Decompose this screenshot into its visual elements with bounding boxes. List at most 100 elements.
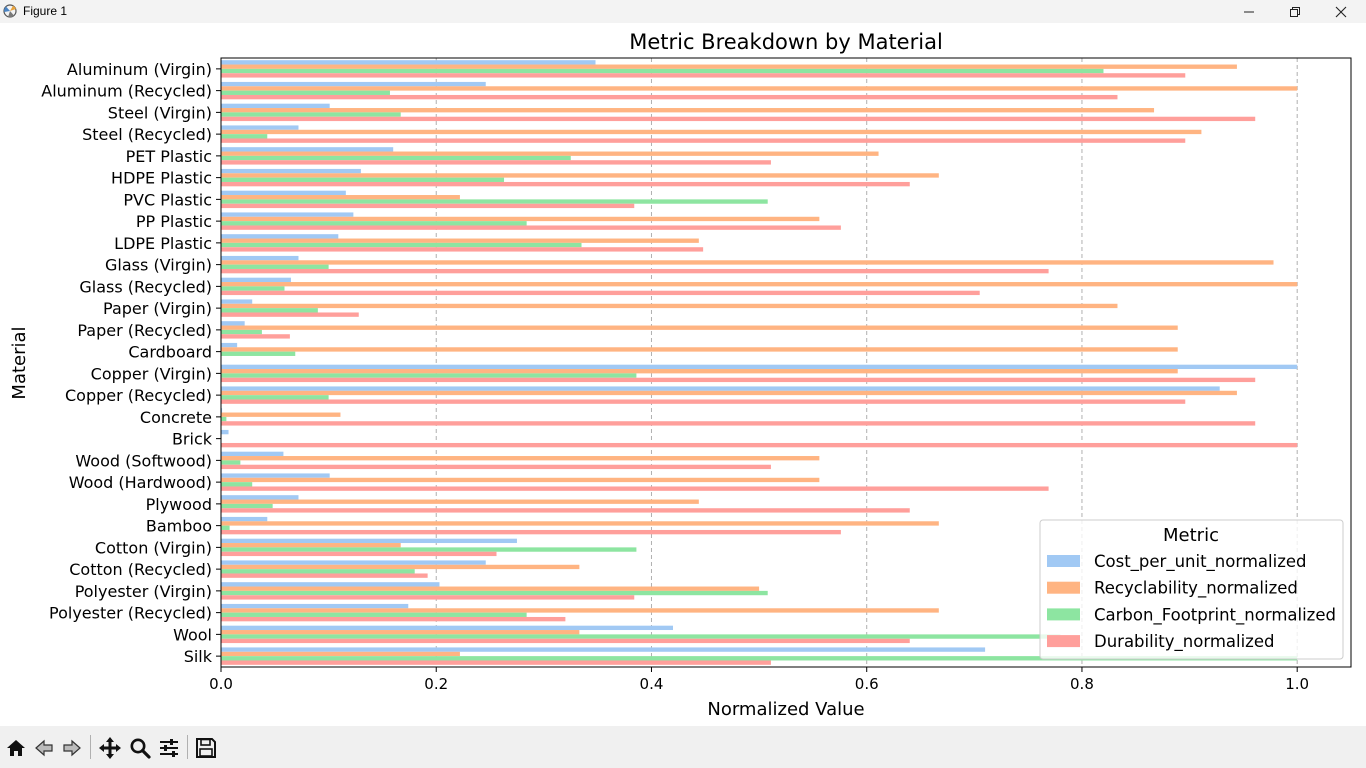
bar <box>221 416 227 422</box>
bar <box>221 630 580 635</box>
x-tick-label: 0.8 <box>1070 675 1094 693</box>
bar <box>221 195 460 200</box>
navigation-toolbar <box>0 726 1366 768</box>
x-tick-label: 0.0 <box>209 675 233 693</box>
bar <box>221 373 637 378</box>
bar <box>221 390 1237 396</box>
legend-swatch <box>1047 635 1080 648</box>
bar <box>221 290 980 296</box>
bar <box>221 151 879 156</box>
y-tick-label: Aluminum (Recycled) <box>41 82 212 101</box>
figure-canvas[interactable]: Aluminum (Virgin) Aluminum (Recycled) Stee… <box>0 23 1366 726</box>
bar <box>221 569 415 574</box>
bar <box>221 456 820 461</box>
x-tick-label: 0.4 <box>640 675 664 693</box>
configure-subplots-button[interactable] <box>156 735 182 761</box>
bar <box>221 495 299 500</box>
bar <box>221 660 771 665</box>
bar <box>221 64 1237 69</box>
chart-title: Metric Breakdown by Material <box>629 30 943 54</box>
pan-button[interactable] <box>97 735 123 761</box>
minimize-button[interactable] <box>1226 0 1272 23</box>
bar <box>221 499 699 504</box>
bar <box>221 347 1178 352</box>
bar <box>221 116 1256 122</box>
bar <box>221 308 318 313</box>
bar <box>221 503 273 509</box>
home-button[interactable] <box>3 735 29 761</box>
bar <box>221 421 1256 426</box>
legend-swatch <box>1047 581 1080 594</box>
bar <box>221 325 1178 330</box>
bar <box>221 112 401 117</box>
bar <box>221 73 1186 78</box>
legend-swatch <box>1047 608 1080 621</box>
y-tick-label: Bamboo <box>146 517 212 536</box>
bar <box>221 264 329 269</box>
bar <box>221 634 1061 639</box>
bar <box>221 386 1220 391</box>
bar <box>221 582 440 587</box>
bar <box>221 351 296 356</box>
y-tick-label: Aluminum (Virgin) <box>67 60 212 79</box>
bar <box>221 429 229 435</box>
bar <box>221 638 910 644</box>
y-tick-label: Copper (Recycled) <box>65 386 212 405</box>
bar <box>221 247 704 252</box>
bar <box>221 312 359 317</box>
y-tick-label: Brick <box>172 430 213 449</box>
bar <box>221 612 527 617</box>
y-tick-label: Cotton (Virgin) <box>95 538 212 557</box>
back-icon <box>35 739 53 757</box>
zoom-button[interactable] <box>127 735 153 761</box>
bar <box>221 529 841 535</box>
bar <box>221 282 1298 287</box>
bar <box>221 608 939 613</box>
bar <box>221 321 245 326</box>
y-tick-label: Concrete <box>140 408 212 427</box>
x-tick-label: 0.2 <box>424 675 448 693</box>
bar <box>221 573 428 578</box>
toolbar-separator <box>187 735 188 759</box>
bar <box>221 108 1155 113</box>
minimize-icon <box>1244 11 1254 12</box>
bar <box>221 212 354 217</box>
y-tick-label: Silk <box>184 647 213 666</box>
bar <box>221 603 409 609</box>
y-tick-label: Steel (Recycled) <box>82 125 212 144</box>
y-tick-label: Paper (Recycled) <box>77 321 212 340</box>
y-axis-label: Material <box>9 326 30 399</box>
bar <box>221 234 339 239</box>
bar <box>221 334 290 339</box>
bar <box>221 486 1049 491</box>
save-button[interactable] <box>193 735 219 761</box>
bar <box>221 94 1118 100</box>
y-tick-label: Steel (Virgin) <box>108 103 212 122</box>
bar <box>221 342 238 348</box>
bar <box>221 521 939 526</box>
bar <box>221 103 330 109</box>
bar <box>221 90 390 95</box>
bar <box>221 412 341 417</box>
bar <box>221 625 673 631</box>
bar <box>221 238 699 243</box>
window-title: Figure 1 <box>23 4 68 18</box>
bar <box>221 86 1298 91</box>
bar <box>221 190 346 196</box>
back-button[interactable] <box>31 735 57 761</box>
y-tick-label: Wool <box>173 625 212 644</box>
bar <box>221 408 223 413</box>
bar <box>221 595 635 600</box>
bar <box>221 199 768 204</box>
forward-button[interactable] <box>59 735 85 761</box>
maximize-button[interactable] <box>1272 0 1318 23</box>
bar <box>221 168 361 174</box>
restore-icon <box>1290 6 1300 17</box>
bar <box>221 477 820 483</box>
close-icon <box>1335 6 1347 17</box>
bar <box>221 255 299 261</box>
bar <box>221 564 580 570</box>
close-button[interactable] <box>1318 0 1364 23</box>
y-tick-label: Glass (Recycled) <box>79 277 212 296</box>
bar <box>221 303 1118 309</box>
